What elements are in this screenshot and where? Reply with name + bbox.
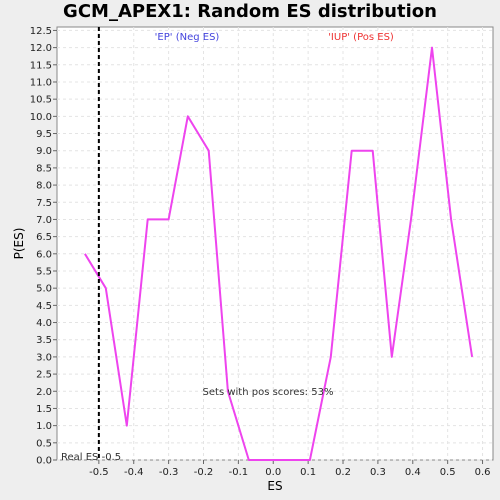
- neg-es-label: 'EP' (Neg ES): [155, 32, 220, 43]
- x-tick-label: 0.6: [475, 467, 491, 478]
- axes: 0.0 0.5 1.0 1.5 2.0 2.5 3.0 3.5 4.0 4.5 5.0 5.5 6.0 6…: [30, 26, 491, 478]
- series-line: [84, 46, 474, 461]
- x-tick-label: 0.5: [440, 467, 456, 478]
- y-tick-label: 8.5: [36, 163, 52, 174]
- y-tick-label: 4.0: [36, 318, 52, 329]
- x-tick-label: 0.2: [335, 467, 351, 478]
- y-tick-label: 12.5: [30, 26, 52, 37]
- x-tick-label: -0.1: [229, 467, 249, 478]
- y-tick-label: 11.0: [30, 77, 52, 88]
- y-tick-label: 0.5: [36, 438, 52, 449]
- y-axis-label: P(ES): [12, 228, 26, 260]
- x-tick-label: 0.1: [300, 467, 316, 478]
- real-es-label: Real ES -0.5: [61, 452, 121, 463]
- annotations: 'EP' (Neg ES) 'IUP' (Pos ES) Sets with p…: [61, 27, 394, 463]
- y-tick-label: 6.5: [36, 232, 52, 243]
- y-tick-label: 9.5: [36, 129, 52, 140]
- y-tick-label: 12.0: [30, 43, 52, 54]
- y-tick-label: 1.5: [36, 404, 52, 415]
- y-tick-label: 0.0: [36, 456, 52, 467]
- y-tick-label: 3.0: [36, 352, 52, 363]
- pos-scores-label: Sets with pos scores: 53%: [203, 387, 334, 398]
- y-tick-label: 3.5: [36, 335, 52, 346]
- y-tick-label: 6.0: [36, 249, 52, 260]
- y-tick-label: 10.0: [30, 112, 52, 123]
- x-tick-label: 0.0: [265, 467, 281, 478]
- y-tick-label: 7.0: [36, 215, 52, 226]
- y-tick-label: 10.5: [30, 95, 52, 106]
- grid: [57, 27, 493, 461]
- y-tick-label: 1.0: [36, 421, 52, 432]
- y-tick-label: 5.0: [36, 284, 52, 295]
- x-tick-label: -0.5: [89, 467, 109, 478]
- series: [84, 46, 474, 461]
- x-tick-label: 0.3: [370, 467, 386, 478]
- chart-title: GCM_APEX1: Random ES distribution: [63, 1, 437, 22]
- y-tick-label: 11.5: [30, 60, 52, 71]
- x-tick-label: 0.4: [405, 467, 421, 478]
- y-tick-label: 4.5: [36, 301, 52, 312]
- y-tick-label: 5.5: [36, 266, 52, 277]
- x-axis-label: ES: [267, 479, 282, 493]
- x-tick-label: -0.2: [194, 467, 214, 478]
- x-tick-label: -0.3: [159, 467, 179, 478]
- x-tick-label: -0.4: [124, 467, 144, 478]
- y-tick-label: 2.5: [36, 370, 52, 381]
- y-tick-label: 9.0: [36, 146, 52, 157]
- pos-es-label: 'IUP' (Pos ES): [328, 32, 394, 43]
- y-tick-label: 2.0: [36, 387, 52, 398]
- y-tick-label: 7.5: [36, 198, 52, 209]
- y-tick-label: 8.0: [36, 181, 52, 192]
